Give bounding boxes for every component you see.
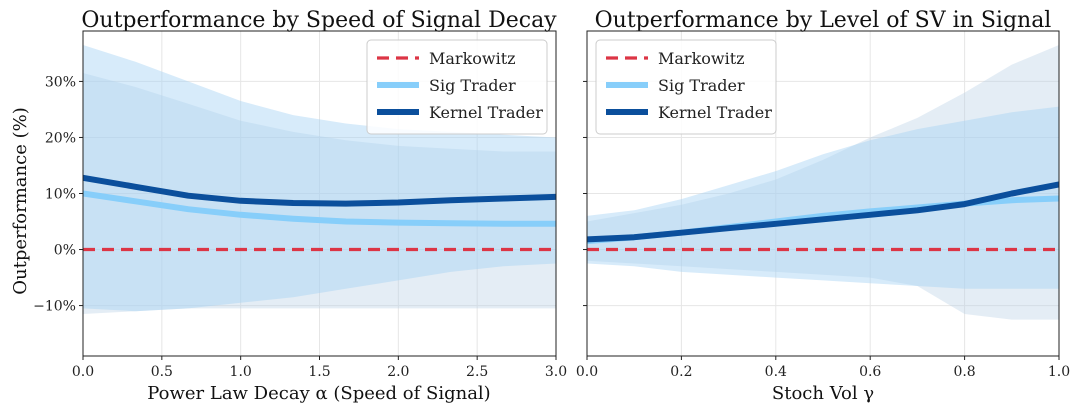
legend: Markowitz Sig Trader Kernel Trader bbox=[595, 39, 777, 135]
data-point-markowitz bbox=[823, 249, 824, 250]
x-tick-label: 0.8 bbox=[953, 364, 975, 380]
y-tick-label: 0% bbox=[54, 243, 76, 259]
data-point-markowitz bbox=[728, 249, 729, 250]
y-tick-label: −10% bbox=[33, 299, 76, 315]
y-tick-label: 20% bbox=[45, 130, 76, 146]
legend-label: Kernel Trader bbox=[658, 103, 772, 122]
confidence-band-kernel-trader bbox=[83, 73, 556, 314]
data-point-markowitz bbox=[870, 249, 871, 250]
data-point-markowitz bbox=[398, 249, 399, 250]
data-point-sig-trader bbox=[398, 222, 399, 223]
data-point-sig-trader bbox=[503, 223, 504, 224]
x-tick-label: 1.0 bbox=[1048, 364, 1070, 380]
data-point-sig-trader bbox=[345, 221, 346, 222]
chart-title: Outperformance by Level of SV in Signal bbox=[595, 8, 1052, 33]
data-point-kernel-trader bbox=[823, 219, 824, 220]
y-axis-label: Outperformance (%) bbox=[10, 107, 31, 294]
data-point-kernel-trader bbox=[728, 228, 729, 229]
series-line-kernel-trader bbox=[587, 181, 1059, 243]
panel-stoch-vol: Outperformance by Level of SV in Signal … bbox=[576, 8, 1070, 404]
y-tick-label: 30% bbox=[45, 74, 76, 90]
legend-label: Markowitz bbox=[429, 49, 516, 68]
data-point-sig-trader bbox=[1011, 200, 1012, 201]
data-point-kernel-trader bbox=[240, 200, 241, 201]
x-tick-label: 2.0 bbox=[387, 364, 409, 380]
data-point-sig-trader bbox=[188, 209, 189, 210]
data-point-markowitz bbox=[775, 249, 776, 250]
panel-speed-of-decay: Outperformance by Speed of Signal Decay … bbox=[10, 8, 567, 404]
series-layer bbox=[83, 45, 556, 314]
data-point-markowitz bbox=[135, 249, 136, 250]
legend-label: Sig Trader bbox=[658, 76, 745, 95]
data-point-markowitz bbox=[345, 249, 346, 250]
data-point-kernel-trader bbox=[188, 195, 189, 196]
y-tick-label: 10% bbox=[45, 187, 76, 203]
x-axis-label: Stoch Vol γ bbox=[772, 383, 874, 404]
data-point-markowitz bbox=[681, 249, 682, 250]
legend-label: Sig Trader bbox=[429, 76, 516, 95]
legend-label: Markowitz bbox=[658, 49, 745, 68]
data-point-kernel-trader bbox=[450, 200, 451, 201]
data-point-sig-trader bbox=[135, 201, 136, 202]
x-axis-label: Power Law Decay α (Speed of Signal) bbox=[147, 383, 490, 404]
data-point-kernel-trader bbox=[775, 223, 776, 224]
chart-title: Outperformance by Speed of Signal Decay bbox=[81, 8, 557, 33]
data-point-kernel-trader bbox=[964, 204, 965, 205]
legend: Markowitz Sig Trader Kernel Trader bbox=[366, 39, 548, 135]
data-point-markowitz bbox=[293, 249, 294, 250]
data-point-kernel-trader bbox=[1011, 193, 1012, 194]
legend-label: Kernel Trader bbox=[429, 103, 543, 122]
x-tick-label: 0.4 bbox=[765, 364, 787, 380]
x-tick-label: 0.5 bbox=[151, 364, 173, 380]
confidence-band-sig-trader bbox=[587, 106, 1059, 289]
data-point-kernel-trader bbox=[345, 203, 346, 204]
data-point-markowitz bbox=[1011, 249, 1012, 250]
data-point-markowitz bbox=[917, 249, 918, 250]
x-tick-label: 1.0 bbox=[230, 364, 252, 380]
data-point-kernel-trader bbox=[634, 237, 635, 238]
x-tick-label: 1.5 bbox=[308, 364, 330, 380]
x-tick-label: 0.0 bbox=[72, 364, 94, 380]
x-tick-label: 2.5 bbox=[466, 364, 488, 380]
data-point-sig-trader bbox=[240, 214, 241, 215]
data-point-kernel-trader bbox=[398, 202, 399, 203]
data-point-kernel-trader bbox=[681, 232, 682, 233]
x-tick-label: 0.2 bbox=[670, 364, 692, 380]
data-point-markowitz bbox=[634, 249, 635, 250]
data-point-markowitz bbox=[964, 249, 965, 250]
data-point-kernel-trader bbox=[503, 198, 504, 199]
data-point-kernel-trader bbox=[293, 203, 294, 204]
plot-area: 0.0 0.2 0.4 0.6 0.8 1.0 Markowitz Sig Trader Ker… bbox=[576, 30, 1070, 380]
data-point-sig-trader bbox=[450, 223, 451, 224]
series-layer bbox=[587, 45, 1059, 320]
x-tick-label: 0.6 bbox=[859, 364, 881, 380]
series-line-kernel-trader bbox=[83, 174, 556, 207]
data-point-kernel-trader bbox=[135, 186, 136, 187]
series-line-sig-trader bbox=[83, 190, 556, 227]
x-tick-label: 3.0 bbox=[545, 364, 567, 380]
data-point-markowitz bbox=[240, 249, 241, 250]
data-point-markowitz bbox=[450, 249, 451, 250]
x-tick-label: 0.0 bbox=[576, 364, 598, 380]
data-point-sig-trader bbox=[293, 218, 294, 219]
plot-area: 0.0 0.5 1.0 1.5 2.0 2.5 3.0 −10% 0% 10% 20% 30% Mark… bbox=[33, 30, 567, 380]
data-point-markowitz bbox=[188, 249, 189, 250]
data-point-markowitz bbox=[503, 249, 504, 250]
data-point-kernel-trader bbox=[917, 210, 918, 211]
data-point-kernel-trader bbox=[870, 214, 871, 215]
confidence-band-sig-trader bbox=[83, 45, 556, 312]
